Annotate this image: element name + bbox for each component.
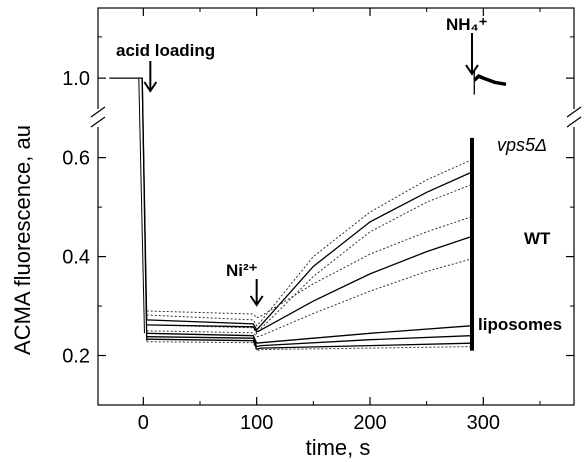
nh4-label: NH₄⁺ [446, 15, 488, 34]
acid-drop-line-2 [138, 78, 145, 334]
break-mark-right-2 [566, 116, 582, 128]
series-line-8 [146, 338, 471, 350]
y-axis-title: ACMA fluorescence, au [10, 125, 35, 355]
series-line-7 [146, 335, 471, 348]
series-group [109, 69, 507, 352]
y-tick-label: 0.6 [62, 148, 90, 170]
x-tick-label: 200 [353, 412, 386, 434]
series-line-4 [146, 216, 472, 319]
x-tick-label: 100 [240, 412, 273, 434]
break-mark-right-1 [566, 106, 582, 118]
y-tick-label: 0.2 [62, 346, 90, 368]
x-tick-label: 300 [467, 412, 500, 434]
x-tick-label: 0 [138, 412, 149, 434]
acid-loading-arrow-head [143, 81, 158, 93]
nh4-arrow-head [465, 64, 479, 76]
series-line-6 [146, 325, 471, 344]
series-line-1 [146, 159, 472, 327]
y-tick-label: 1.0 [62, 68, 90, 90]
acid-loading-label: acid loading [116, 41, 215, 60]
break-mark-left-1 [90, 106, 106, 118]
wt-label: WT [524, 229, 551, 248]
liposomes-label: liposomes [478, 315, 562, 334]
axis-ticks: 0 100 200 300 0.2 0.4 0.6 1.0 [62, 8, 574, 434]
vps5-label: vps5Δ [497, 135, 547, 155]
ni-arrow-head [249, 295, 264, 307]
annotations [143, 33, 479, 307]
series-line-5 [146, 258, 472, 338]
break-mark-left-2 [90, 116, 106, 128]
series-line-3 [146, 236, 472, 333]
plot-border [97, 7, 575, 406]
acid-drop-line [141, 78, 148, 341]
y-tick-label: 0.4 [62, 247, 90, 269]
series-line-0 [109, 77, 472, 331]
x-axis-title: time, s [306, 435, 371, 460]
series-line-9 [146, 341, 471, 352]
series-line-10 [473, 74, 507, 87]
plot-frame [90, 7, 582, 406]
ni-label: Ni²⁺ [226, 261, 258, 280]
series-line-2 [146, 184, 472, 335]
